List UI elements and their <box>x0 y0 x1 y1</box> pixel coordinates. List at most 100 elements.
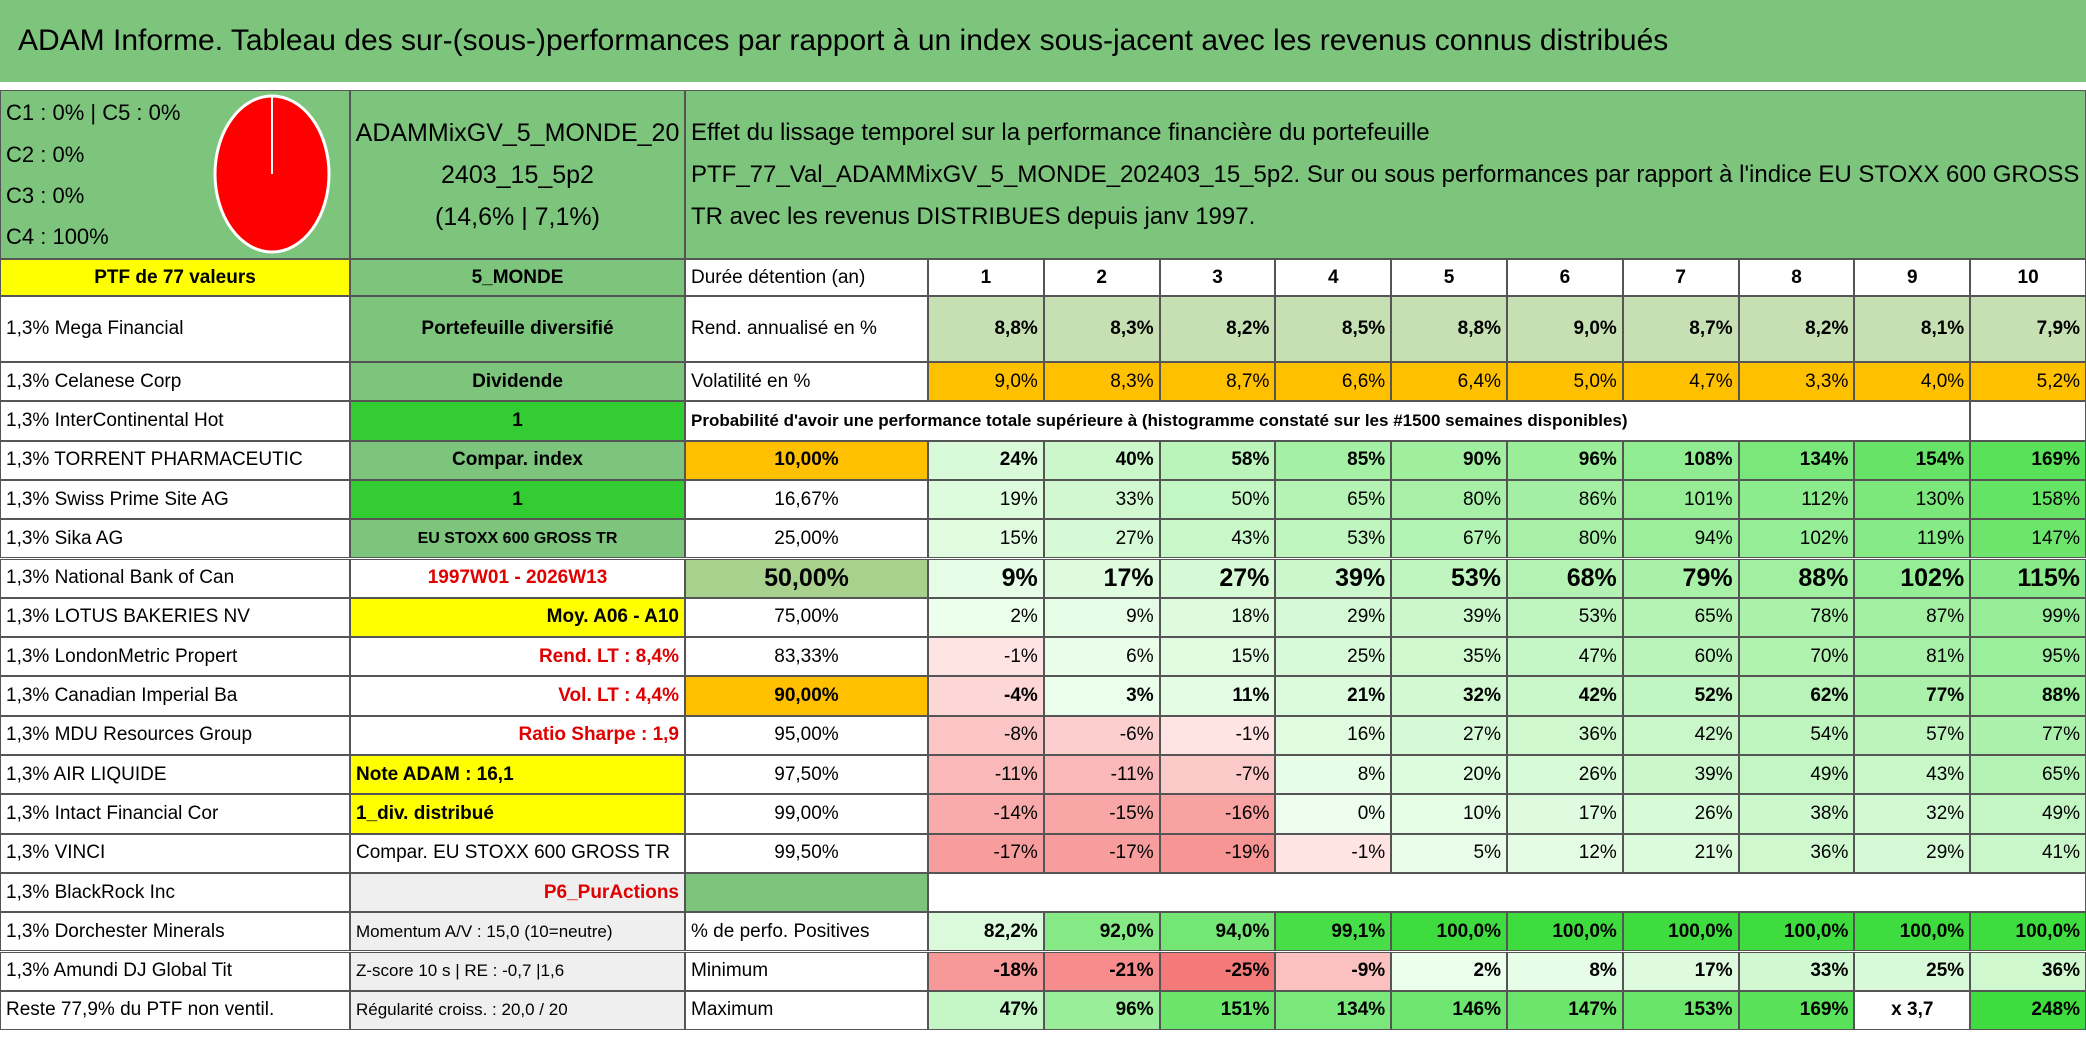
value-cell: 94% <box>1622 519 1739 559</box>
stat-cell: Rend. annualisé en % <box>685 296 928 362</box>
value-cell: 6% <box>1043 637 1160 677</box>
value-cell: 102% <box>1854 558 1971 598</box>
value-cell: 60% <box>1622 637 1739 677</box>
value-cell: 8 <box>1738 259 1855 296</box>
info-cell: Compar. EU STOXX 600 GROSS TR <box>350 833 685 873</box>
value-cell: 8,7% <box>1159 362 1276 402</box>
value-cell: 32% <box>1854 794 1971 834</box>
description-line: PTF_77_Val_ADAMMixGV_5_MONDE_202403_15_5… <box>691 160 2080 188</box>
value-cell: -6% <box>1043 715 1160 755</box>
value-cell: 7,9% <box>1970 296 2086 362</box>
value-cell: 10% <box>1391 794 1507 834</box>
stat-cell: 75,00% <box>685 597 928 638</box>
value-cell: 151% <box>1159 990 1276 1031</box>
holding-cell: 1,3% Canadian Imperial Ba <box>0 676 350 716</box>
value-cell: 53% <box>1507 597 1623 638</box>
value-cell: 26% <box>1507 755 1623 795</box>
value-cell: x 3,7 <box>1854 990 1971 1031</box>
value-cell: 134% <box>1275 990 1392 1031</box>
stat-cell: 16,67% <box>685 479 928 520</box>
value-cell: 134% <box>1738 440 1855 480</box>
value-cell: 39% <box>1391 597 1507 638</box>
value-cell: 43% <box>1159 519 1276 559</box>
value-cell: 8,8% <box>928 296 1044 362</box>
value-cell: 85% <box>1275 440 1392 480</box>
value-cell: 39% <box>1275 558 1392 598</box>
value-cell: 70% <box>1738 637 1855 677</box>
info-cell: Régularité croiss. : 20,0 / 20 <box>350 990 685 1031</box>
stat-cell: Maximum <box>685 990 928 1031</box>
value-cell: 65% <box>1970 755 2086 795</box>
value-cell: 25% <box>1854 951 1971 991</box>
value-cell: 17% <box>1622 951 1739 991</box>
value-cell: 15% <box>1159 637 1276 677</box>
value-cell: 147% <box>1507 990 1623 1031</box>
value-cell: 11% <box>1159 676 1276 716</box>
value-cell: 62% <box>1738 676 1855 716</box>
value-cell: 90% <box>1391 440 1507 480</box>
value-cell: 100,0% <box>1970 912 2086 952</box>
value-cell: 92,0% <box>1043 912 1160 952</box>
value-cell: 8,3% <box>1043 362 1160 402</box>
value-cell: 99% <box>1970 597 2086 638</box>
value-cell: 12% <box>1507 833 1623 873</box>
value-cell: -21% <box>1043 951 1160 991</box>
info-cell: Z-score 10 s | RE : -0,7 |1,6 <box>350 951 685 991</box>
value-cell: -17% <box>1043 833 1160 873</box>
value-cell: 147% <box>1970 519 2086 559</box>
holding-cell: 1,3% TORRENT PHARMACEUTIC <box>0 440 350 480</box>
value-cell: 94,0% <box>1159 912 1276 952</box>
value-cell: 41% <box>1970 833 2086 873</box>
value-cell: 27% <box>1391 715 1507 755</box>
holding-cell: 1,3% VINCI <box>0 833 350 873</box>
allocation-line: C2 : 0% <box>6 142 85 167</box>
stat-cell: 83,33% <box>685 637 928 677</box>
value-cell: 47% <box>928 990 1044 1031</box>
holding-cell: 1,3% LondonMetric Propert <box>0 637 350 677</box>
value-cell: 27% <box>1043 519 1160 559</box>
value-cell: 77% <box>1970 715 2086 755</box>
stat-cell: 99,00% <box>685 794 928 834</box>
portfolio-line: (14,6% | 7,1%) <box>435 202 600 231</box>
value-cell: 38% <box>1738 794 1855 834</box>
value-cell: 5% <box>1391 833 1507 873</box>
value-cell: 16% <box>1275 715 1392 755</box>
value-cell: 17% <box>1507 794 1623 834</box>
value-cell: 4 <box>1275 259 1392 296</box>
value-cell: 95% <box>1970 637 2086 677</box>
value-cell: 9% <box>928 558 1044 598</box>
stat-cell: 97,50% <box>685 755 928 795</box>
stat-cell: % de perfo. Positives <box>685 912 928 952</box>
cell-empty <box>928 872 2086 913</box>
value-cell: -15% <box>1043 794 1160 834</box>
info-cell: 5_MONDE <box>350 259 685 296</box>
value-cell: 50% <box>1159 479 1276 520</box>
value-cell: 82,2% <box>928 912 1044 952</box>
value-cell: -16% <box>1159 794 1276 834</box>
note-cell: Probabilité d'avoir une performance tota… <box>685 401 1971 441</box>
value-cell: 100,0% <box>1391 912 1507 952</box>
value-cell: 5,0% <box>1507 362 1623 402</box>
value-cell: 17% <box>1043 558 1160 598</box>
value-cell: 49% <box>1738 755 1855 795</box>
value-cell: 112% <box>1738 479 1855 520</box>
allocation-pie <box>213 94 331 254</box>
value-cell: 24% <box>928 440 1044 480</box>
value-cell: 25% <box>1275 637 1392 677</box>
value-cell: 100,0% <box>1507 912 1623 952</box>
value-cell: 33% <box>1738 951 1855 991</box>
holding-cell: 1,3% Swiss Prime Site AG <box>0 479 350 520</box>
value-cell: -14% <box>928 794 1044 834</box>
info-cell: EU STOXX 600 GROSS TR <box>350 519 685 559</box>
value-cell: -9% <box>1275 951 1392 991</box>
value-cell: 54% <box>1738 715 1855 755</box>
info-cell: Dividende <box>350 362 685 402</box>
value-cell: 33% <box>1043 479 1160 520</box>
stat-cell: 50,00% <box>685 558 928 598</box>
info-cell: 1 <box>350 479 685 520</box>
portfolio-line: 2403_15_5p2 <box>441 160 594 189</box>
value-cell: 10 <box>1970 259 2086 296</box>
info-cell: Vol. LT : 4,4% <box>350 676 685 716</box>
value-cell: 53% <box>1391 558 1507 598</box>
cell-empty <box>1970 401 2086 441</box>
